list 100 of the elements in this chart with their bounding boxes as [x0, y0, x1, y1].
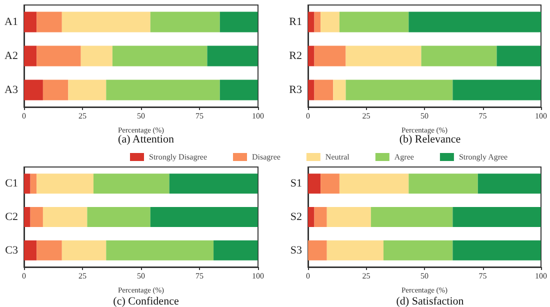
bar [308, 46, 314, 66]
bar [62, 240, 106, 260]
bar [308, 207, 314, 227]
bar [452, 240, 541, 260]
x-tick-label: 100 [252, 112, 264, 120]
x-tick-label: 100 [252, 272, 264, 280]
bar [320, 12, 340, 32]
bar [24, 174, 30, 194]
bar [339, 12, 409, 32]
bar [106, 80, 220, 100]
bar [452, 207, 541, 227]
x-tick-label: 25 [362, 112, 370, 120]
bar [36, 174, 94, 194]
y-tick-label: S3 [290, 244, 302, 256]
y-tick-label: R2 [289, 50, 302, 62]
bar [320, 174, 340, 194]
bar [24, 80, 43, 100]
bar [62, 12, 150, 32]
y-tick-label: C2 [5, 211, 18, 223]
y-tick-label: A3 [4, 84, 18, 96]
bar [24, 240, 37, 260]
x-tick-label: 75 [196, 272, 204, 280]
x-tick-label: 25 [78, 112, 86, 120]
text: (b) Relevance [399, 134, 461, 146]
x-tick-label: 100 [535, 272, 547, 280]
y-tick-label: C3 [5, 244, 18, 256]
bar [36, 46, 81, 66]
bar [383, 240, 453, 260]
x-tick-label: 0 [306, 112, 310, 120]
bar [496, 46, 541, 66]
bar [308, 80, 314, 100]
x-tick-label: 0 [306, 272, 310, 280]
bar [42, 207, 88, 227]
bar [326, 207, 371, 227]
y-tick-label: S1 [290, 178, 302, 190]
bar [314, 80, 334, 100]
bar [346, 46, 422, 66]
bar [478, 174, 541, 194]
bar [150, 207, 258, 227]
x-tick-label: 0 [22, 112, 26, 120]
bar [220, 80, 258, 100]
x-tick-label: 50 [137, 272, 145, 280]
x-tick-label: 50 [420, 272, 428, 280]
x-tick-label: 75 [478, 272, 487, 280]
bar [169, 174, 258, 194]
legend-label: Neutral [325, 152, 350, 162]
bar [36, 12, 62, 32]
bar [94, 174, 170, 194]
legend-label: Strongly Agree [458, 152, 508, 162]
x-tick-label: 75 [196, 112, 204, 120]
text: (d) Satisfaction [396, 296, 464, 307]
bar [408, 12, 541, 32]
x-tick-label: 75 [478, 112, 487, 120]
y-tick-label: A2 [4, 50, 18, 62]
x-tick-label: 50 [420, 112, 428, 120]
x-tick-label: 25 [78, 272, 86, 280]
x-tick-label: 100 [535, 112, 547, 120]
x-tick-label: 25 [362, 272, 370, 280]
bar [24, 12, 37, 32]
bar [308, 174, 321, 194]
x-tick-label: 0 [22, 272, 26, 280]
bar [326, 240, 384, 260]
y-tick-label: R3 [289, 84, 302, 96]
bar [339, 174, 409, 194]
y-tick-label: R1 [289, 16, 302, 28]
bar [150, 12, 220, 32]
x-tick-label: 50 [137, 112, 145, 120]
legend-label: Strongly Disagree [149, 152, 208, 162]
text: (c) Confidence [113, 296, 179, 307]
bar [30, 174, 37, 194]
bar [314, 207, 327, 227]
bar [308, 240, 327, 260]
bar [24, 46, 37, 66]
bar [346, 80, 453, 100]
legend-label: Agree [394, 152, 414, 162]
bar [68, 80, 106, 100]
bar [314, 12, 321, 32]
bar [106, 240, 214, 260]
bar [214, 240, 258, 260]
bar [80, 46, 112, 66]
bar [308, 12, 314, 32]
bar [314, 46, 346, 66]
bar [112, 46, 208, 66]
bar [220, 12, 258, 32]
bar [87, 207, 150, 227]
y-tick-label: C1 [5, 178, 18, 190]
bar [207, 46, 258, 66]
bar [24, 207, 30, 227]
bar [452, 80, 541, 100]
bar [36, 240, 62, 260]
text: (a) Attention [118, 134, 174, 146]
y-tick-label: S2 [290, 211, 302, 223]
bar [333, 80, 346, 100]
bar [408, 174, 478, 194]
bar [42, 80, 68, 100]
bar [30, 207, 43, 227]
legend-label: Disagree [252, 152, 281, 162]
bar [421, 46, 497, 66]
y-tick-label: A1 [4, 16, 18, 28]
bar [370, 207, 453, 227]
